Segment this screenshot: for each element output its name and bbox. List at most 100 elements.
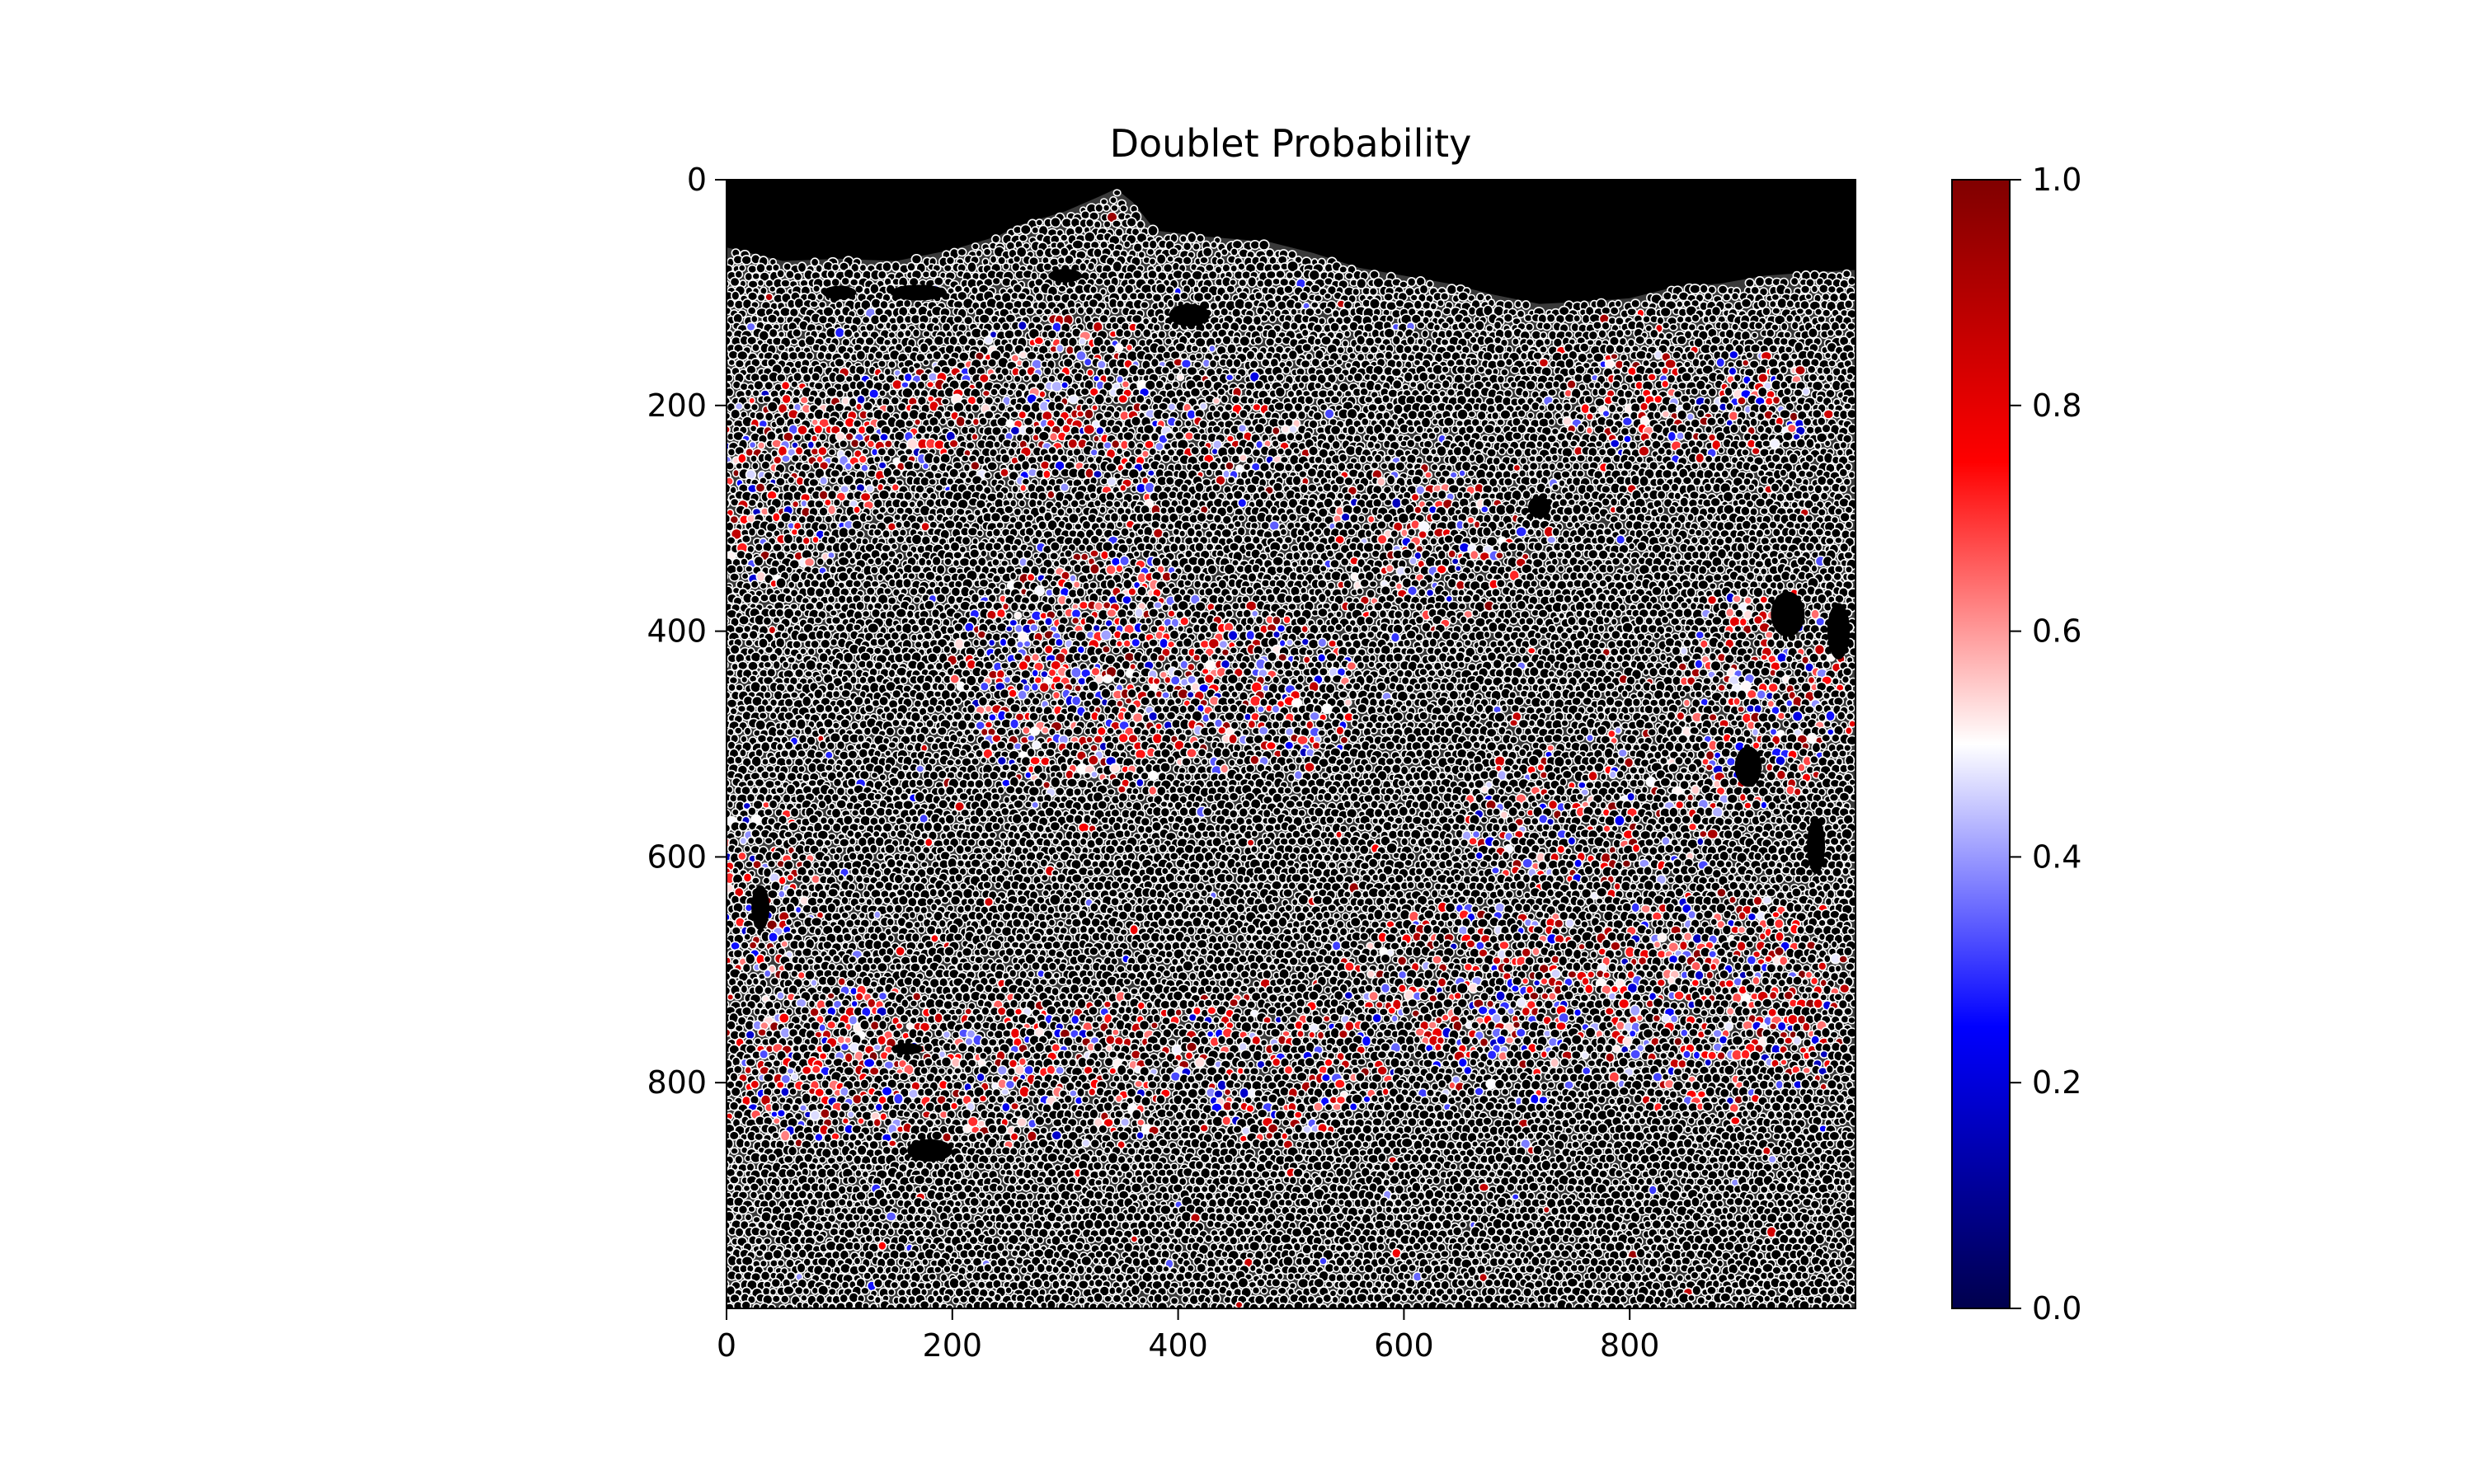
cell — [1230, 394, 1241, 405]
cell — [855, 529, 865, 539]
cell — [816, 350, 825, 361]
cell — [891, 467, 902, 478]
cell — [1700, 461, 1709, 470]
cell — [975, 395, 985, 406]
cell — [1323, 292, 1333, 300]
cell — [1813, 484, 1823, 495]
cell — [1310, 357, 1321, 368]
cell — [1084, 305, 1095, 316]
cell — [1083, 357, 1093, 367]
cell — [1640, 300, 1650, 309]
cell — [1155, 253, 1167, 265]
cell — [747, 527, 757, 538]
cell — [1768, 299, 1777, 309]
cell — [1524, 322, 1535, 332]
cell — [1122, 329, 1132, 339]
cell — [818, 506, 829, 517]
cell — [920, 491, 929, 500]
cell — [1230, 247, 1239, 256]
cell — [1194, 352, 1203, 360]
cell — [813, 381, 825, 391]
cell — [1137, 250, 1146, 260]
cell — [859, 491, 872, 502]
cell — [1609, 497, 1619, 507]
cell — [1748, 463, 1760, 473]
cell — [1356, 334, 1366, 346]
cell — [877, 359, 887, 369]
cell — [1364, 336, 1376, 347]
cell — [1676, 299, 1684, 308]
cell — [1842, 402, 1852, 411]
cell — [1805, 425, 1815, 435]
cell — [1614, 299, 1623, 308]
cell — [1483, 423, 1496, 434]
cell — [1409, 380, 1418, 389]
cell — [1823, 439, 1832, 448]
cell — [802, 373, 812, 383]
cell — [1562, 402, 1573, 412]
cell — [1157, 300, 1165, 310]
cell — [1110, 439, 1121, 449]
cell — [1166, 298, 1175, 309]
cell — [946, 356, 958, 369]
cell — [1821, 423, 1832, 434]
cell — [1324, 407, 1335, 420]
cell — [1509, 380, 1518, 389]
cell — [750, 402, 760, 412]
cell — [1271, 439, 1280, 448]
cell — [1395, 461, 1406, 472]
cell — [1050, 247, 1061, 257]
cell — [1574, 364, 1586, 375]
cell — [1343, 329, 1352, 338]
cell — [849, 483, 858, 492]
cell — [1670, 293, 1679, 301]
cell — [1111, 306, 1120, 315]
cell — [1035, 308, 1044, 316]
cell — [967, 261, 977, 274]
cell — [1642, 314, 1651, 324]
cell — [1709, 402, 1720, 414]
cell — [1356, 277, 1367, 289]
cell — [893, 430, 905, 442]
cell — [1418, 371, 1429, 383]
cell — [928, 477, 938, 486]
cell — [773, 470, 782, 479]
cell — [906, 261, 916, 272]
cell — [1790, 320, 1799, 331]
cell — [1251, 448, 1262, 458]
cell — [799, 396, 810, 405]
cell — [1466, 469, 1476, 478]
cell — [810, 257, 820, 267]
cell — [1341, 339, 1350, 348]
cell — [791, 500, 800, 509]
cell — [1086, 261, 1096, 271]
cell — [1355, 482, 1366, 492]
cell — [1517, 409, 1526, 419]
cell — [1366, 410, 1376, 421]
cell — [1724, 386, 1733, 397]
cell — [789, 337, 799, 345]
cell — [970, 460, 981, 472]
cell — [1084, 408, 1094, 420]
cell — [1567, 483, 1577, 493]
cell — [730, 408, 741, 420]
cell — [838, 439, 849, 449]
cell — [1534, 528, 1543, 538]
cell — [1626, 307, 1638, 317]
cell — [847, 527, 858, 538]
cell — [1547, 417, 1556, 426]
cell — [1346, 373, 1355, 383]
cell — [1050, 467, 1061, 477]
cell — [996, 256, 1007, 265]
cell — [1062, 357, 1074, 369]
cell — [1291, 474, 1302, 486]
cell — [1285, 270, 1295, 280]
cell — [834, 357, 845, 368]
cell — [1539, 331, 1548, 340]
cell — [1157, 330, 1167, 340]
cell — [1843, 298, 1854, 310]
cell — [1253, 379, 1265, 391]
cell — [1147, 269, 1158, 280]
cell — [829, 476, 838, 485]
cell — [1122, 430, 1135, 442]
